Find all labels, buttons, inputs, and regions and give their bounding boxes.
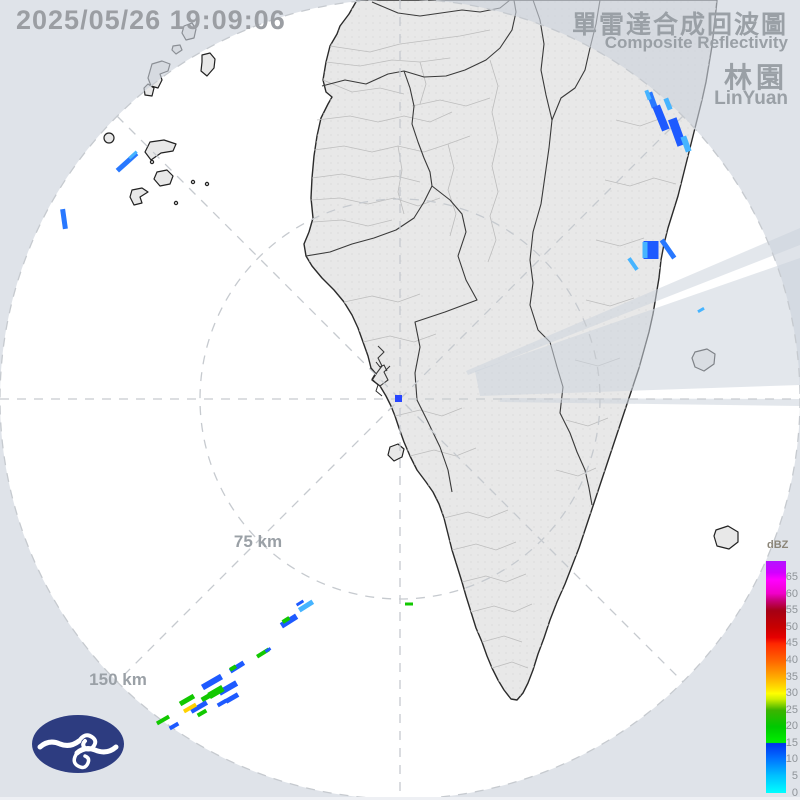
echo-cell: [680, 135, 692, 153]
echo-cell: [627, 257, 639, 271]
echo-cell: [200, 691, 214, 703]
echo-cell: [196, 708, 208, 718]
echo-cell: [295, 599, 305, 607]
echo-cell: [652, 104, 670, 132]
echo-cell: [155, 714, 171, 726]
radar-site-marker: [395, 395, 402, 402]
title-english: Composite Reflectivity: [604, 33, 788, 52]
title-chinese: 單雷達合成回波圖: [571, 11, 788, 39]
echo-cell: [644, 89, 652, 101]
echo-cell: [189, 700, 209, 714]
beam-blockage-wedges: [466, 228, 800, 406]
colorbar-tick-55: 55: [785, 604, 798, 617]
echo-cell: [228, 664, 238, 672]
timestamp: 2025/05/26 19:09:06: [16, 5, 286, 35]
colorbar-unit-label: dBZ: [767, 539, 789, 551]
colorbar-tick-5: 5: [791, 769, 798, 782]
station-name-english: LinYuan: [714, 88, 788, 109]
county-boundaries: [305, 0, 601, 506]
cwb-logo-wave-icon: [37, 733, 119, 770]
bottom-edge-strip: [0, 797, 800, 800]
colorbar-tick-15: 15: [785, 736, 798, 749]
ring-label-150km: 150 km: [89, 670, 147, 689]
echo-cell: [264, 647, 272, 653]
ring-label-75km: 75 km: [233, 532, 283, 551]
colorbar-tick-65: 65: [785, 571, 798, 584]
station-name-chinese: 林園: [723, 62, 788, 93]
echo-cell: [224, 692, 240, 704]
colorbar-tick-10: 10: [785, 753, 798, 766]
colorbar: [766, 561, 786, 793]
echo-cell: [642, 242, 648, 258]
echo-cell: [279, 613, 299, 629]
colorbar-tick-60: 60: [785, 587, 798, 600]
echo-cell: [405, 602, 413, 606]
colorbar-tick-50: 50: [785, 620, 798, 633]
cwb-logo: [32, 715, 124, 773]
township-boundaries: [310, 29, 677, 669]
colorbar-tick-0: 0: [791, 786, 798, 799]
echo-cell: [182, 702, 198, 714]
echo-cell: [697, 306, 705, 314]
colorbar-tick-45: 45: [785, 637, 798, 650]
colorbar-tick-35: 35: [785, 670, 798, 683]
echo-cell: [216, 698, 228, 708]
colorbar-tick-40: 40: [785, 653, 798, 666]
echo-cell: [178, 693, 196, 707]
echo-cell: [60, 208, 68, 230]
echo-cell: [281, 616, 291, 624]
echo-cell: [200, 673, 224, 691]
orchid-island: [713, 525, 739, 550]
echo-cell: [128, 150, 138, 160]
colorbar-tick-25: 25: [785, 703, 798, 716]
echo-cell: [297, 599, 315, 613]
echo-cell: [168, 721, 180, 731]
radar-echoes: [60, 89, 705, 731]
colorbar-tick-30: 30: [785, 687, 798, 700]
echo-cell: [659, 238, 677, 260]
colorbar-tick-20: 20: [785, 720, 798, 733]
echo-cell: [663, 97, 673, 111]
